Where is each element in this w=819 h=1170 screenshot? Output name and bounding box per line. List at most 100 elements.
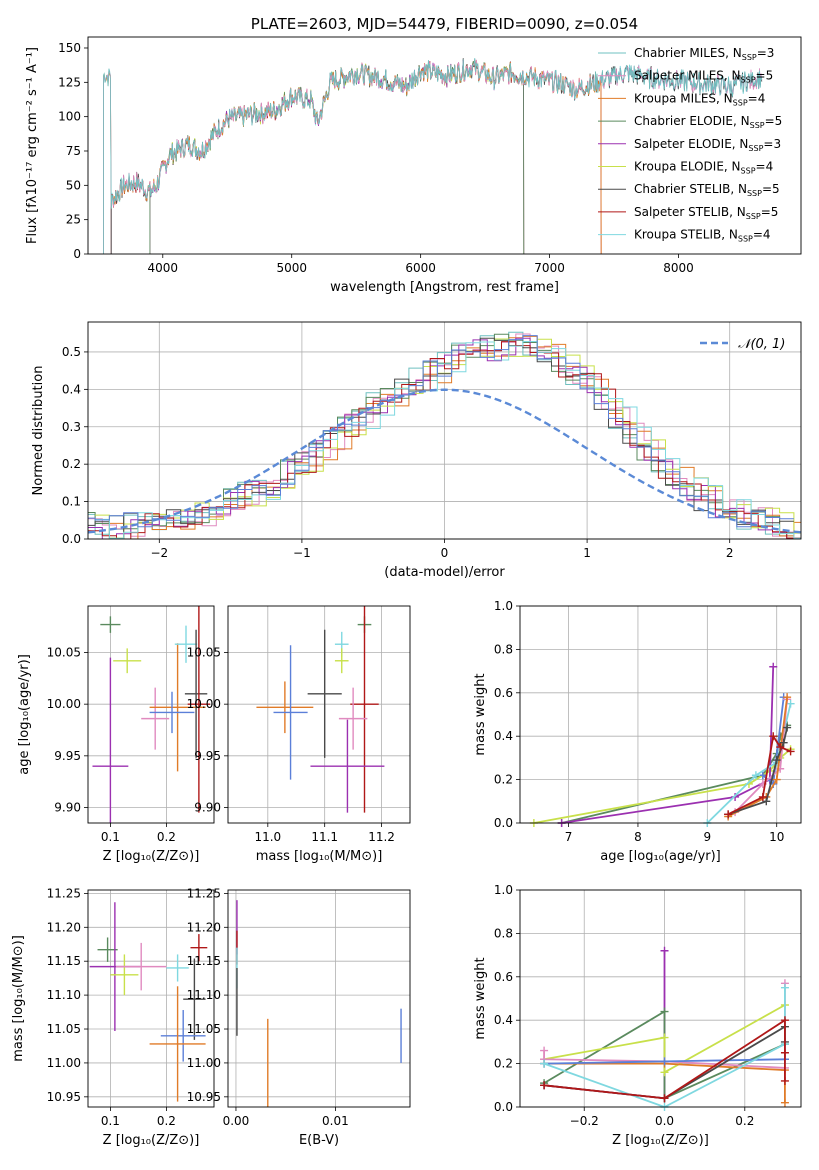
y-tick-label: 11.15	[47, 954, 81, 968]
weight-marker	[751, 771, 760, 780]
y-tick-label: 10.95	[187, 1090, 221, 1104]
weight-marker	[540, 1059, 549, 1068]
x-tick-label: 7	[565, 830, 573, 844]
weight-marker	[780, 1076, 789, 1085]
x-tick-label: −2	[150, 546, 168, 560]
x-tick-label: 0.00	[223, 1114, 250, 1128]
y-tick-label: 0.8	[494, 926, 513, 940]
y-tick-label: 0.6	[494, 686, 513, 700]
errorbar-point	[166, 954, 189, 982]
legend-entry: Salpeter STELIB, NSSP=5	[634, 205, 778, 221]
errorbar-point	[184, 629, 208, 758]
age_vs_Z-ylabel: age [log₁₀(age/yr)]	[17, 654, 32, 775]
weight-line-kroupa_elodie	[543, 1004, 786, 1074]
y-tick-label: 10.00	[187, 697, 221, 711]
weight-line-kroupa_stelib	[543, 987, 786, 1107]
y-tick-label: 0.6	[494, 970, 513, 984]
y-tick-label: 25	[66, 213, 81, 227]
errorbar-point	[307, 629, 342, 758]
y-tick-label: 0.0	[62, 532, 81, 546]
y-tick-label: 0.0	[494, 816, 513, 830]
residuals-axes: −2 −1 0 1 2 0.0 0.1 0.2 0.3 0.4 0.5 (data-model)/er…	[31, 322, 801, 580]
age_vs_Z-axes: 0.1 0.2 9.90 9.95 10.00 10.05 Z [log₁₀(Z/Z⊙)] a…	[17, 606, 214, 864]
y-tick-label: 0.2	[62, 457, 81, 471]
weight-marker	[780, 1098, 789, 1107]
weight-marker	[786, 747, 795, 756]
legend-entry: Kroupa ELODIE, NSSP=4	[634, 160, 773, 176]
x-tick-label: 0.01	[322, 1114, 349, 1128]
y-tick-label: 9.95	[54, 749, 81, 763]
weight-marker	[779, 738, 788, 747]
weight-marker	[758, 771, 767, 780]
weight-marker	[783, 693, 792, 702]
y-tick-label: 11.15	[187, 954, 221, 968]
y-tick-label: 0.4	[494, 1013, 513, 1027]
errorbar-point	[187, 606, 211, 813]
y-tick-label: 11.20	[47, 920, 81, 934]
errorbar-point	[310, 719, 385, 813]
legend-entry: Salpeter ELODIE, NSSP=3	[634, 137, 781, 153]
mass_vs_Z-xlabel: Z [log₁₀(Z/Z⊙)]	[103, 1133, 200, 1148]
weight-marker	[762, 797, 771, 806]
weight-marker	[660, 1094, 669, 1103]
weight-line-salpeter_elodie	[561, 666, 775, 823]
y-tick-label: 0.3	[62, 420, 81, 434]
mass_weight_vs_Z-xlabel: Z [log₁₀(Z/Z⊙)]	[612, 1133, 709, 1148]
y-tick-label: 9.95	[194, 749, 221, 763]
legend-entry: Chabrier STELIB, NSSP=5	[634, 182, 780, 198]
legend-entry: Chabrier MILES, NSSP=3	[634, 46, 774, 62]
spectrum-kroupa_elodie	[149, 60, 525, 254]
y-tick-label: 10.00	[47, 697, 81, 711]
x-tick-label: 0.0	[655, 1114, 674, 1128]
y-tick-label: 0.5	[62, 345, 81, 359]
x-tick-label: 4000	[148, 261, 179, 275]
weight-line-chabrier_elodie	[561, 724, 788, 823]
weight-marker	[540, 1081, 549, 1090]
weight-marker	[780, 1048, 789, 1057]
x-tick-label: 7000	[534, 261, 565, 275]
x-tick-label: 11.1	[311, 830, 338, 844]
y-tick-label: 9.90	[54, 801, 81, 815]
spectrum-legend: Chabrier MILES, NSSP=3 Salpeter MILES, NS…	[598, 46, 782, 244]
mass_weight_vs_age-ylabel: mass weight	[473, 673, 488, 755]
x-tick-label: −0.2	[570, 1114, 599, 1128]
y-tick-label: 11.05	[47, 1022, 81, 1036]
x-tick-label: 6000	[405, 261, 436, 275]
spectrum-xlabel: wavelength [Angstrom, rest frame]	[330, 280, 559, 295]
spectrum-kroupa_miles	[103, 60, 602, 254]
weight-marker	[783, 723, 792, 732]
mass_vs_Z-frame	[87, 889, 215, 1108]
spectrum-axes: 4000 5000 6000 7000 8000 0 25 50 75 100 125 150 wave…	[25, 15, 694, 295]
errorbar-point	[116, 942, 167, 991]
weight-marker	[780, 1016, 789, 1025]
mass_vs_Z-ylabel: mass [log₁₀(M/M⊙)]	[11, 935, 26, 1062]
weight-marker	[660, 946, 669, 955]
x-tick-label: 9	[704, 830, 712, 844]
age_vs_mass-axes: 11.0 11.1 11.2 9.90 9.95 10.00 10.05 mass [log₁…	[187, 606, 410, 864]
spectrum-chabrier_miles	[103, 58, 763, 254]
y-tick-label: 11.00	[47, 1056, 81, 1070]
age_vs_mass-xlabel: mass [log₁₀(M/M⊙)]	[256, 849, 383, 864]
weight-marker	[772, 756, 781, 765]
mass_weight_vs_age-axes: 7 8 9 10 0.0 0.2 0.4 0.6 0.8 1.0 age [log₁₀(age/yr…	[473, 599, 801, 864]
x-tick-label: 8	[634, 830, 642, 844]
x-tick-label: 1	[583, 546, 591, 560]
weight-marker	[769, 662, 778, 671]
residuals-frame	[87, 321, 802, 540]
residuals-xlabel: (data-model)/error	[384, 565, 505, 580]
weight-line-salpeter_miles	[734, 699, 788, 813]
errorbar-point	[350, 606, 379, 813]
x-tick-label: 2	[726, 546, 734, 560]
errorbar-point	[110, 954, 139, 996]
legend-entry: 𝒩(0, 1)	[738, 337, 785, 352]
spectrum-salpeter_elodie	[149, 60, 525, 254]
x-tick-label: 0.1	[101, 830, 120, 844]
y-tick-label: 1.0	[494, 883, 513, 897]
x-tick-label: 11.2	[368, 830, 395, 844]
y-tick-label: 0.4	[494, 729, 513, 743]
spectrum-chabrier_elodie	[149, 59, 525, 254]
errorbar-point	[149, 986, 206, 1102]
mass_weight_vs_Z-ylabel: mass weight	[473, 957, 488, 1039]
y-tick-label: 10.05	[187, 646, 221, 660]
